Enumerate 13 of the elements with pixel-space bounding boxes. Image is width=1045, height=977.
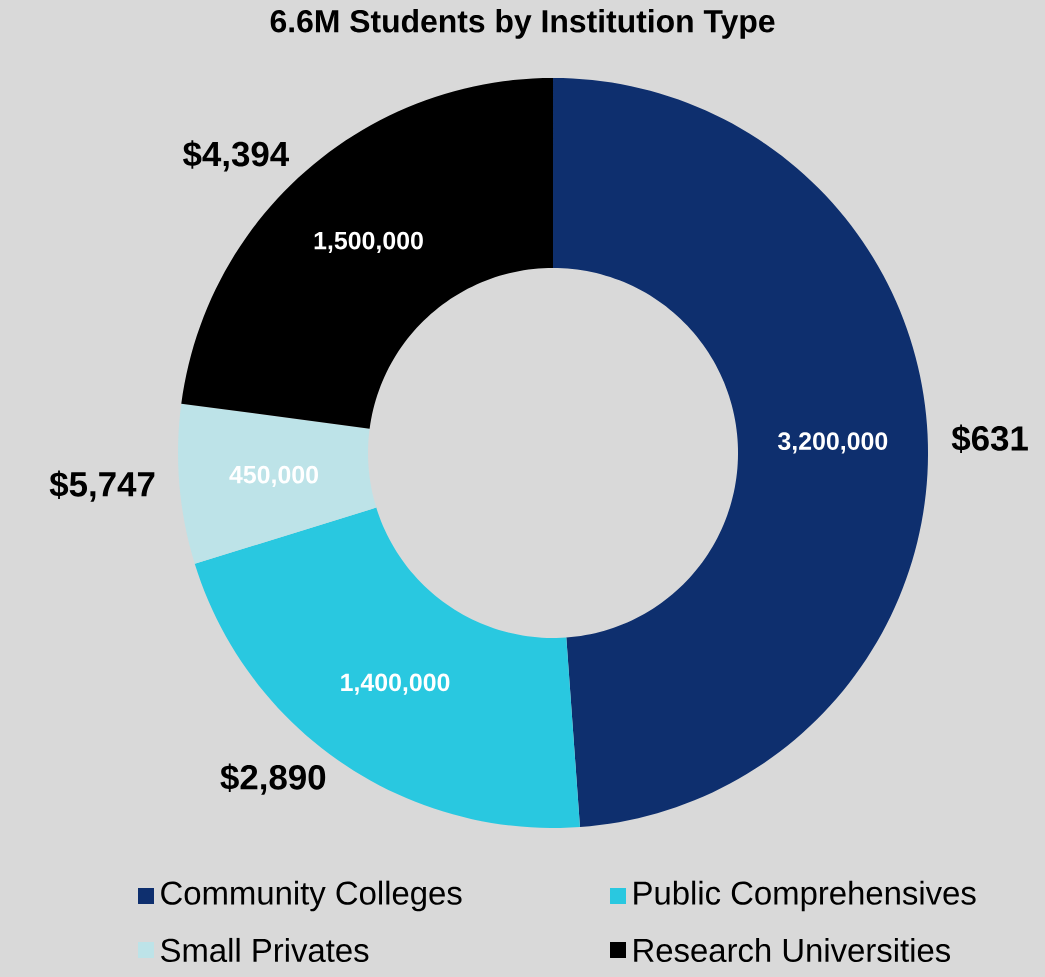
data-label: 3,200,000 — [778, 432, 888, 454]
chart-title: 6.6M Students by Institution Type — [270, 9, 775, 39]
data-label: 450,000 — [229, 465, 318, 488]
text: $2,890 — [220, 763, 326, 795]
legend-label: Public Comprehensives — [634, 880, 976, 912]
legend-label: Community Colleges — [161, 880, 462, 912]
data-label: 1,400,000 — [341, 673, 450, 695]
text: $631 — [951, 424, 1028, 454]
text: $4,394 — [183, 140, 289, 172]
legend-label: Research Universities — [634, 937, 951, 963]
data-label: 1,500,000 — [314, 231, 423, 253]
text: $5,747 — [49, 470, 155, 502]
legend-label: Small Privates — [161, 937, 369, 963]
